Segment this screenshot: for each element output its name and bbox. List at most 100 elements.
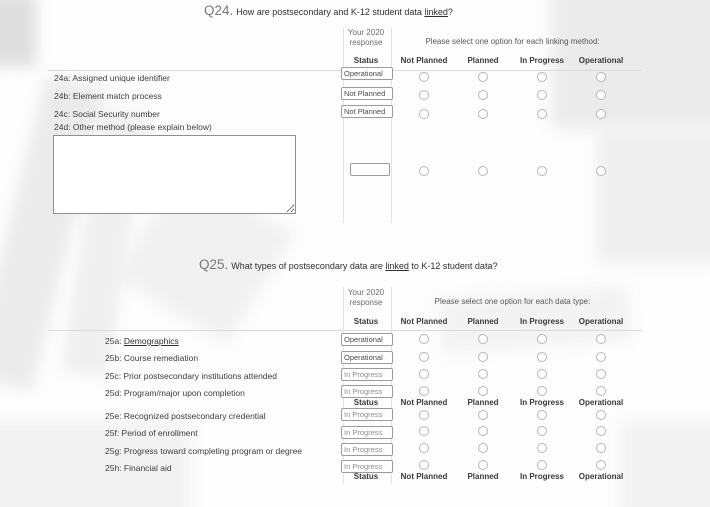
radio-25a-operational[interactable] — [596, 334, 606, 344]
row-label-24a: 24a: Assigned unique identifier — [54, 73, 170, 83]
radio-25c-not-planned[interactable] — [419, 369, 429, 379]
q24-linked-link[interactable]: linked — [424, 7, 448, 17]
q25-table-border — [48, 330, 642, 331]
background-watermark — [598, 128, 710, 263]
radio-25a-not-planned[interactable] — [419, 334, 429, 344]
q25-footer-status-header: Status — [353, 472, 379, 481]
status-select-25a[interactable]: Operational — [341, 333, 393, 346]
row-label-24c: 24c: Social Security number — [54, 109, 160, 119]
status-select-24a[interactable]: Operational — [341, 67, 393, 80]
radio-25h-planned[interactable] — [478, 460, 488, 470]
row-label-25f: 25f: Period of enrollment — [105, 428, 198, 438]
q25-mid-col-header-not-planned: Not Planned — [400, 398, 448, 407]
radio-25h-in-progress[interactable] — [537, 460, 547, 470]
radio-25h-not-planned[interactable] — [419, 460, 429, 470]
radio-25d-in-progress[interactable] — [537, 386, 547, 396]
q24-status-column-border-right — [391, 27, 392, 223]
radio-25d-planned[interactable] — [478, 386, 488, 396]
radio-25e-operational[interactable] — [596, 410, 606, 420]
radio-25d-operational[interactable] — [596, 386, 606, 396]
radio-25g-in-progress[interactable] — [537, 443, 547, 453]
q25-response-header: Your 2020 response — [347, 288, 385, 307]
q25-mid-col-header-in-progress: In Progress — [519, 398, 564, 407]
radio-24b-planned[interactable] — [478, 90, 488, 100]
radio-24c-operational[interactable] — [596, 109, 606, 119]
q24-col-header-operational: Operational — [578, 56, 624, 65]
radio-25b-in-progress[interactable] — [537, 352, 547, 362]
background-watermark — [620, 420, 710, 507]
status-select-24b[interactable]: Not Planned — [341, 87, 393, 100]
radio-25g-operational[interactable] — [596, 443, 606, 453]
q25-number: Q25. — [199, 257, 229, 272]
q24-status-header: Status — [353, 56, 379, 65]
radio-25a-in-progress[interactable] — [537, 334, 547, 344]
q25-instruction: Please select one option for each data t… — [434, 297, 591, 306]
status-select-24d[interactable] — [350, 163, 390, 176]
radio-24a-not-planned[interactable] — [419, 72, 429, 82]
radio-25b-not-planned[interactable] — [419, 352, 429, 362]
row-label-25b: 25b: Course remediation — [105, 353, 199, 363]
radio-25e-planned[interactable] — [478, 410, 488, 420]
radio-24c-planned[interactable] — [478, 109, 488, 119]
radio-24a-operational[interactable] — [596, 72, 606, 82]
row-label-25a-prefix: 25a: — [105, 336, 124, 346]
q25-status-header: Status — [353, 317, 379, 326]
radio-25d-not-planned[interactable] — [419, 386, 429, 396]
radio-24d-planned[interactable] — [478, 166, 488, 176]
radio-25f-operational[interactable] — [596, 426, 606, 436]
radio-25g-planned[interactable] — [478, 443, 488, 453]
radio-24a-in-progress[interactable] — [537, 72, 547, 82]
q25-col-header-not-planned: Not Planned — [400, 317, 448, 326]
other-method-textarea[interactable] — [53, 135, 296, 214]
radio-25g-not-planned[interactable] — [419, 443, 429, 453]
radio-25e-in-progress[interactable] — [537, 410, 547, 420]
radio-25f-not-planned[interactable] — [419, 426, 429, 436]
q25-title-text: What types of postsecondary data are — [231, 261, 386, 271]
radio-25c-operational[interactable] — [596, 369, 606, 379]
status-select-25d[interactable]: In Progress — [341, 385, 393, 398]
background-watermark — [552, 0, 710, 128]
row-label-25h: 25h: Financial aid — [105, 463, 172, 473]
q25-linked-link[interactable]: linked — [385, 261, 409, 271]
q24-number: Q24. — [204, 3, 234, 18]
status-select-24c[interactable]: Not Planned — [341, 105, 393, 118]
radio-25h-operational[interactable] — [596, 460, 606, 470]
radio-24b-not-planned[interactable] — [419, 90, 429, 100]
q25-col-header-planned: Planned — [467, 317, 499, 326]
status-select-25e[interactable]: In Progress — [341, 408, 393, 421]
q25-footer-col-header-planned: Planned — [467, 472, 499, 481]
row-label-24b: 24b: Element match process — [54, 91, 162, 101]
radio-24a-planned[interactable] — [478, 72, 488, 82]
status-select-25h[interactable]: In Progress — [341, 460, 393, 473]
radio-25c-planned[interactable] — [478, 369, 488, 379]
radio-24b-operational[interactable] — [596, 90, 606, 100]
radio-25f-in-progress[interactable] — [537, 426, 547, 436]
radio-24d-not-planned[interactable] — [419, 166, 429, 176]
q24-col-header-planned: Planned — [467, 56, 499, 65]
radio-25c-in-progress[interactable] — [537, 369, 547, 379]
radio-24c-in-progress[interactable] — [537, 109, 547, 119]
q25-footer-col-header-in-progress: In Progress — [519, 472, 564, 481]
radio-24b-in-progress[interactable] — [537, 90, 547, 100]
radio-25f-planned[interactable] — [478, 426, 488, 436]
status-select-25f[interactable]: In Progress — [341, 426, 393, 439]
radio-25b-operational[interactable] — [596, 352, 606, 362]
q25-mid-col-header-operational: Operational — [578, 398, 624, 407]
status-select-25c[interactable]: In Progress — [341, 368, 393, 381]
radio-24c-not-planned[interactable] — [419, 109, 429, 119]
radio-25a-planned[interactable] — [478, 334, 488, 344]
q24-title-text: How are postsecondary and K-12 student d… — [236, 7, 425, 17]
status-select-25b[interactable]: Operational — [341, 351, 393, 364]
status-select-25g[interactable]: In Progress — [341, 443, 393, 456]
q25-mid-col-header-planned: Planned — [467, 398, 499, 407]
q25-footer-col-header-not-planned: Not Planned — [400, 472, 448, 481]
demographics-link[interactable]: Demographics — [123, 336, 179, 346]
q25-footer-col-header-operational: Operational — [578, 472, 624, 481]
q24-title-tail: ? — [447, 7, 453, 17]
radio-25b-planned[interactable] — [478, 352, 488, 362]
radio-24d-operational[interactable] — [596, 166, 606, 176]
radio-24d-in-progress[interactable] — [537, 166, 547, 176]
row-label-24d: 24d: Other method (please explain below) — [54, 122, 212, 132]
radio-25e-not-planned[interactable] — [419, 410, 429, 420]
